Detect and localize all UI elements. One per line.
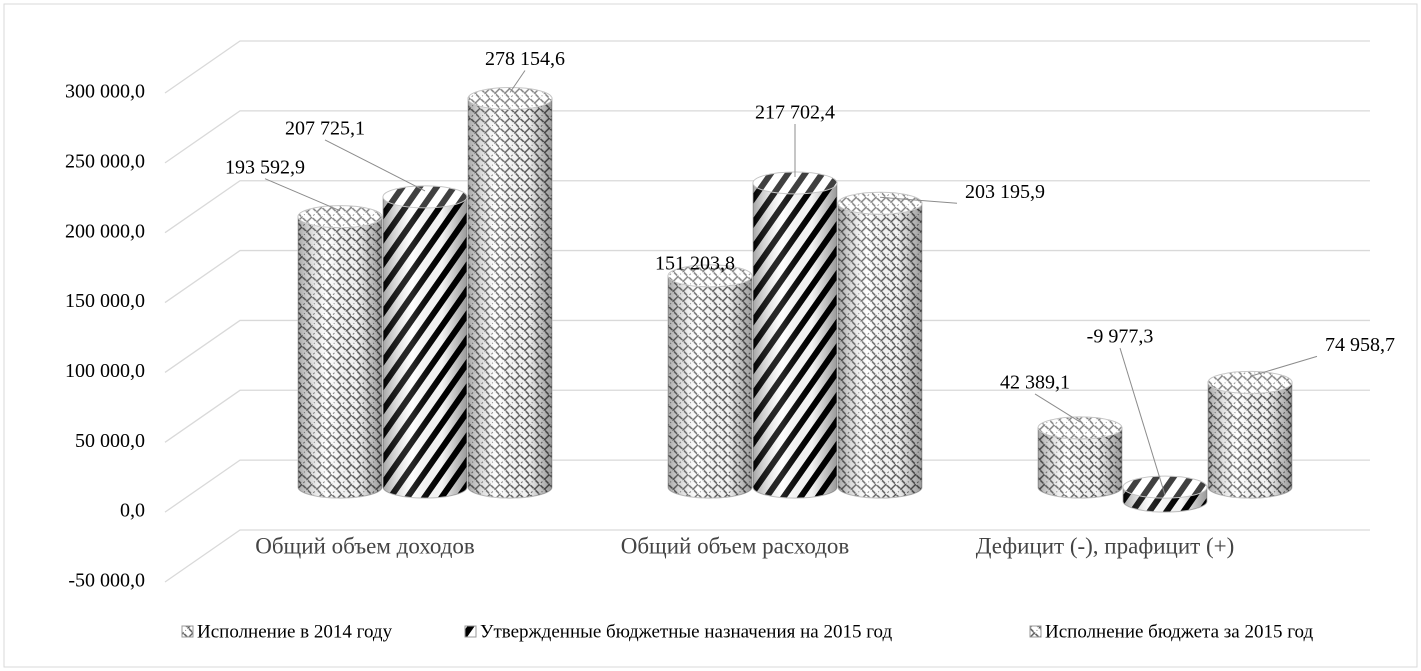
cylinder-shade xyxy=(383,196,467,499)
value-label: 278 154,6 xyxy=(485,48,565,70)
cylinder-top-shade xyxy=(1123,476,1207,499)
cylinder-top xyxy=(667,264,753,288)
legend-swatch xyxy=(1029,625,1042,638)
cylinder-shade xyxy=(753,182,837,499)
legend-label: Утвержденные бюджетные назначения на 201… xyxy=(480,621,892,642)
cylinder-top-shade xyxy=(298,205,382,228)
x-tick-label: Общий объем доходов xyxy=(255,533,475,558)
cylinder-top xyxy=(467,87,553,111)
cylinder-shade xyxy=(1038,427,1122,499)
grid-line xyxy=(164,319,1370,373)
cylinder-shade xyxy=(838,203,922,499)
cylinder-top xyxy=(837,191,923,215)
cylinder-top xyxy=(297,205,383,229)
y-tick-label: 50 000,0 xyxy=(75,430,145,452)
grid-line xyxy=(164,529,1370,583)
grid-line xyxy=(164,459,1370,513)
leader-line xyxy=(264,178,341,212)
leader-line xyxy=(324,139,426,192)
grid-line xyxy=(164,389,1370,443)
cylinder-top-shade xyxy=(383,185,467,208)
x-tick-label: Дефицит (-), прафицит (+) xyxy=(976,533,1235,558)
grid-line xyxy=(164,180,1370,234)
cylinder-top-shade xyxy=(468,87,552,110)
value-label: 207 725,1 xyxy=(285,118,365,140)
x-tick-label: Общий объем расходов xyxy=(621,533,850,558)
grid-line xyxy=(164,249,1370,304)
cylinder-top-shade xyxy=(753,171,837,194)
cylinder-top-shade xyxy=(1038,416,1122,439)
cylinder-shade xyxy=(668,275,752,499)
value-label: -9 977,3 xyxy=(1087,326,1154,348)
grid-line xyxy=(164,110,1370,164)
cylinder-top xyxy=(1207,370,1293,394)
cylinder-top-shade xyxy=(668,264,752,287)
y-tick-label: 0,0 xyxy=(120,500,145,522)
legend-swatch xyxy=(181,625,194,638)
value-label: 42 389,1 xyxy=(1000,372,1070,394)
leader-line xyxy=(1034,393,1081,423)
legend-label: Исполнение в 2014 году xyxy=(197,621,393,642)
y-tick-label: 250 000,0 xyxy=(65,150,145,172)
legend-label: Исполнение бюджета за 2015 год xyxy=(1045,621,1313,642)
leader-line xyxy=(1249,355,1318,377)
cylinder-top xyxy=(1037,416,1123,440)
y-tick-label: -50 000,0 xyxy=(68,570,145,592)
cylinder-top xyxy=(1122,475,1208,499)
cylinder-shade xyxy=(1208,382,1292,499)
grid-line xyxy=(164,40,1370,94)
y-tick-label: 100 000,0 xyxy=(65,360,145,382)
y-tick-label: 150 000,0 xyxy=(65,290,145,312)
legend-swatch xyxy=(464,625,477,638)
y-tick-label: 300 000,0 xyxy=(65,81,145,103)
y-tick-label: 200 000,0 xyxy=(65,220,145,242)
value-label: 151 203,8 xyxy=(655,252,735,274)
cylinder-top-shade xyxy=(838,192,922,215)
cylinder-shade xyxy=(298,216,382,499)
value-label: 193 592,9 xyxy=(225,156,305,178)
value-label: 74 958,7 xyxy=(1325,334,1395,356)
value-label: 203 195,9 xyxy=(965,181,1045,203)
leader-line xyxy=(509,70,526,93)
value-label: 217 702,4 xyxy=(755,102,835,124)
leader-line xyxy=(879,196,958,204)
cylinder-top-shade xyxy=(1208,371,1292,394)
cylinder-top xyxy=(382,185,468,209)
cylinder-shade xyxy=(468,98,552,499)
leader-line xyxy=(1119,347,1166,496)
